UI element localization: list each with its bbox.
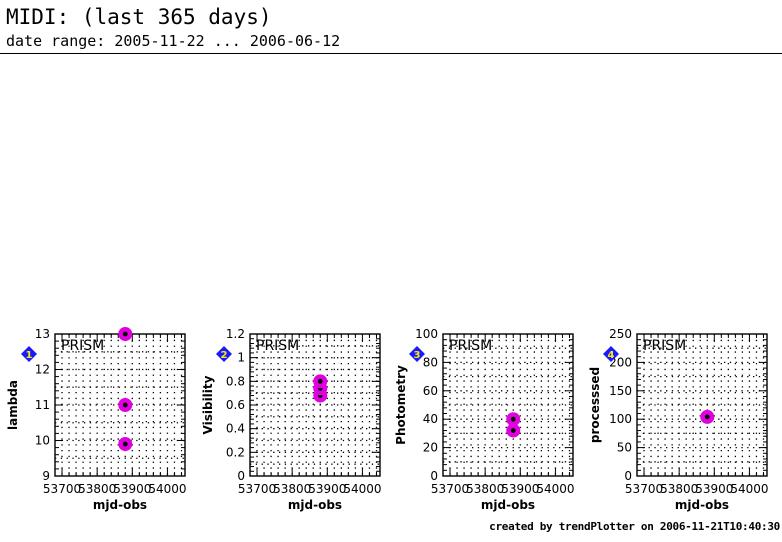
x-tick-label: 53900 (308, 482, 346, 496)
badge-number: 2 (221, 350, 228, 361)
y-tick-label: 150 (609, 384, 632, 398)
x-tick-label: 54000 (730, 482, 768, 496)
y-tick-label: 12 (35, 363, 50, 377)
y-tick-label: 1.2 (226, 327, 245, 341)
data-point-center (122, 441, 128, 447)
y-tick-label: 50 (617, 441, 632, 455)
badge-diamond-icon (216, 346, 232, 362)
x-tick-label: 53800 (660, 482, 698, 496)
data-point-center (510, 416, 516, 422)
data-point-center (122, 402, 128, 408)
y-tick-label: 9 (42, 469, 50, 483)
x-tick-label: 53800 (273, 482, 311, 496)
page-title: MIDI: (last 365 days) (6, 5, 272, 29)
plot-frame (636, 333, 768, 477)
y-axis-label: Photometry (394, 365, 408, 445)
y-tick-label: 20 (423, 441, 438, 455)
y-tick-label: 100 (415, 327, 438, 341)
x-tick-label: 53900 (113, 482, 151, 496)
y-tick-label: 0 (430, 469, 438, 483)
y-tick-label: 0 (624, 469, 632, 483)
y-tick-label: 100 (609, 412, 632, 426)
plot-frame (442, 333, 574, 477)
badge-number: 1 (26, 350, 33, 361)
y-tick-label: 0.4 (226, 422, 245, 436)
y-tick-label: 11 (35, 398, 50, 412)
badge-diamond-icon (409, 346, 425, 362)
y-tick-label: 0.2 (226, 445, 245, 459)
mode-label: PRISM (61, 338, 104, 354)
mode-label: PRISM (643, 338, 686, 354)
x-tick-label: 53800 (78, 482, 116, 496)
x-tick-label: 53900 (695, 482, 733, 496)
y-axis-label: processsed (588, 367, 602, 443)
x-tick-label: 53800 (466, 482, 504, 496)
footer-credit: created by trendPlotter on 2006-11-21T10… (489, 520, 780, 533)
x-tick-label: 54000 (536, 482, 574, 496)
data-point-center (510, 428, 516, 433)
date-range: date range: 2005-11-22 ... 2006-06-12 (6, 32, 341, 50)
y-tick-label: 10 (35, 434, 50, 448)
x-tick-label: 54000 (343, 482, 381, 496)
y-tick-label: 200 (609, 355, 632, 369)
x-tick-label: 53700 (431, 482, 469, 496)
x-axis-label: mjd-obs (481, 498, 535, 512)
y-tick-label: 0.8 (226, 374, 245, 388)
badge-number: 3 (414, 350, 421, 361)
x-tick-label: 53700 (43, 482, 81, 496)
x-tick-label: 53700 (625, 482, 663, 496)
y-tick-label: 250 (609, 327, 632, 341)
y-tick-label: 0 (237, 469, 245, 483)
data-point-center (317, 378, 323, 384)
y-tick-label: 1 (237, 351, 245, 365)
badge-number: 4 (608, 350, 615, 361)
x-axis-label: mjd-obs (93, 498, 147, 512)
y-tick-label: 13 (35, 327, 50, 341)
y-tick-label: 0.6 (226, 398, 245, 412)
data-point-center (122, 331, 128, 337)
header-divider (0, 53, 782, 54)
x-tick-label: 53900 (501, 482, 539, 496)
y-tick-label: 40 (423, 412, 438, 426)
x-tick-label: 54000 (148, 482, 186, 496)
x-axis-label: mjd-obs (675, 498, 729, 512)
mode-label: PRISM (256, 338, 299, 354)
mode-label: PRISM (449, 338, 492, 354)
data-point-center (704, 414, 710, 420)
x-axis-label: mjd-obs (288, 498, 342, 512)
y-axis-label: Visibility (201, 375, 215, 434)
y-axis-label: lambda (6, 380, 20, 430)
badge-diamond-icon (21, 346, 37, 362)
x-tick-label: 53700 (238, 482, 276, 496)
badge-diamond-icon (603, 346, 619, 362)
y-tick-label: 60 (423, 384, 438, 398)
y-tick-label: 80 (423, 355, 438, 369)
